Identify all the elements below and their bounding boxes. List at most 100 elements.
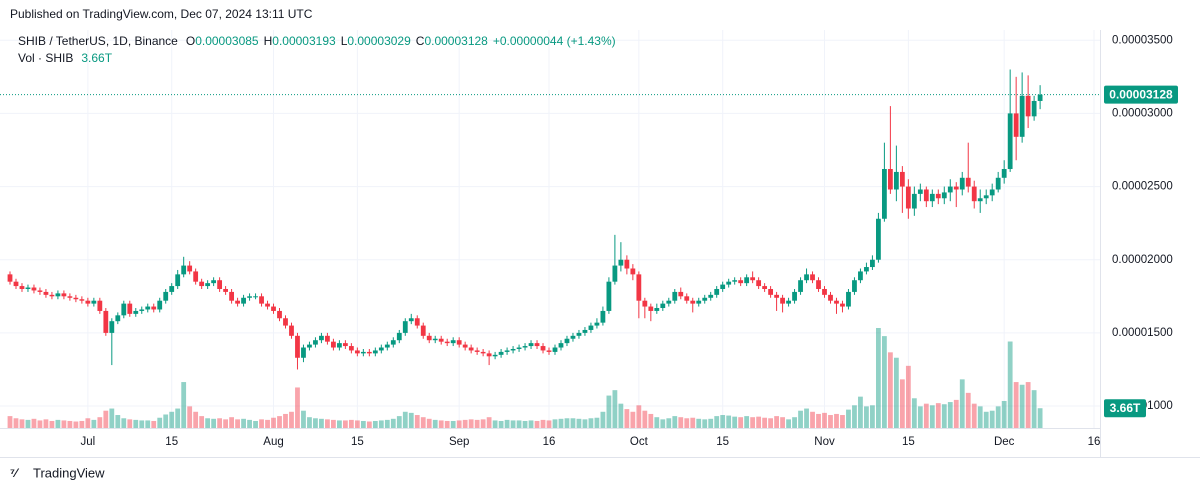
volume-bar — [456, 420, 462, 428]
candle-body — [307, 344, 312, 348]
volume-bar — [864, 406, 869, 428]
volume-bar — [953, 399, 959, 428]
candle-body — [864, 267, 869, 272]
x-tick-label: Dec — [994, 436, 1015, 448]
candle-body — [73, 297, 79, 300]
volume-bar — [534, 420, 540, 428]
volume-bar — [295, 387, 300, 428]
volume-bar — [205, 418, 211, 428]
volume-bar — [666, 418, 672, 428]
candle-body — [301, 347, 306, 358]
candle-body — [570, 335, 576, 339]
candle-body — [438, 338, 444, 342]
candle-body — [426, 335, 432, 341]
candle-body — [277, 310, 282, 319]
volume-bar — [720, 415, 726, 428]
volume-bar — [935, 403, 941, 428]
candle-body — [828, 294, 833, 301]
candle-body — [876, 218, 881, 260]
volume-bar — [31, 418, 37, 428]
candle-body — [965, 177, 971, 187]
candle-body — [822, 288, 827, 295]
volume-bar — [289, 411, 294, 428]
volume-bar — [133, 419, 139, 428]
volume-bar — [917, 406, 923, 428]
symbol: SHIB / TetherUS, 1D, Binance — [18, 34, 178, 48]
volume-bar — [995, 406, 1001, 428]
volume-bar — [1025, 382, 1031, 428]
x-tick-label: 15 — [351, 436, 364, 448]
volume-bar — [229, 417, 234, 428]
volume-bar — [642, 410, 648, 428]
candle-body — [834, 300, 839, 304]
volume-bar — [923, 403, 929, 428]
volume-bar — [552, 419, 558, 428]
volume-bar — [624, 409, 630, 428]
candle-body — [905, 186, 911, 209]
candle-body — [19, 286, 25, 289]
volume-bar — [558, 418, 564, 428]
candle-body — [390, 340, 396, 345]
volume-bar — [834, 413, 839, 428]
candle-body — [762, 286, 768, 289]
candle-body — [61, 293, 67, 297]
volume-bar — [163, 414, 169, 428]
volume-bar — [325, 419, 330, 428]
candle-body — [289, 325, 294, 336]
volume-bar — [822, 412, 827, 428]
volume-bar — [354, 420, 360, 428]
volume-bar — [277, 416, 282, 428]
volume-bar — [301, 410, 306, 428]
volume-bar — [1013, 382, 1019, 428]
last-price-tag — [1104, 85, 1178, 104]
candle-body — [540, 346, 546, 351]
volume-bar — [1007, 341, 1013, 428]
volume-bar — [492, 420, 498, 428]
candle-body — [696, 300, 702, 304]
volume-bar — [828, 415, 833, 428]
volume-bar — [199, 416, 205, 428]
volume-bar — [504, 419, 510, 428]
x-tick-label: Nov — [814, 436, 835, 448]
volume-bar — [193, 411, 199, 428]
candle-body — [750, 277, 756, 281]
volume-bar — [738, 417, 744, 428]
volume-bar — [49, 420, 55, 428]
volume-bar — [283, 413, 288, 428]
volume-bar — [858, 396, 863, 428]
volume-bar — [756, 416, 762, 428]
candle-body — [223, 288, 229, 292]
volume-bar — [606, 395, 612, 428]
ohlc-value: 0.00003193 — [272, 34, 336, 48]
candle-body — [372, 350, 378, 354]
candle-body — [576, 332, 582, 336]
y-tick-label: 0.00003500 — [1112, 34, 1173, 46]
volume-bar — [510, 420, 516, 428]
candle-body — [1025, 95, 1031, 117]
volume-bar — [480, 419, 486, 428]
candle-body — [840, 303, 845, 307]
candle-body — [768, 288, 774, 295]
volume-bar — [127, 419, 133, 428]
volume-bar — [840, 415, 845, 428]
volume-bar — [486, 417, 492, 428]
candle-body — [163, 291, 169, 301]
candle-body — [169, 286, 175, 292]
volume-bar — [929, 405, 935, 428]
x-tick-label: 15 — [165, 436, 178, 448]
volume-bar — [522, 420, 528, 428]
y-tick-label: 0.00001500 — [1112, 327, 1173, 339]
volume-bar — [55, 419, 61, 428]
volume-pane — [7, 328, 1043, 428]
volume-title: Vol · SHIB — [18, 51, 73, 65]
published-note: Published on TradingView.com, Dec 07, 20… — [10, 7, 313, 21]
candle-body — [384, 344, 390, 348]
volume-bar — [175, 408, 181, 428]
volume-bar — [947, 402, 953, 428]
x-tick-label: Jul — [81, 436, 96, 448]
candle-body — [325, 335, 330, 342]
volume-bar — [7, 416, 13, 428]
candle-body — [127, 303, 133, 314]
volume-bar — [145, 420, 151, 428]
candle-body — [492, 354, 498, 357]
